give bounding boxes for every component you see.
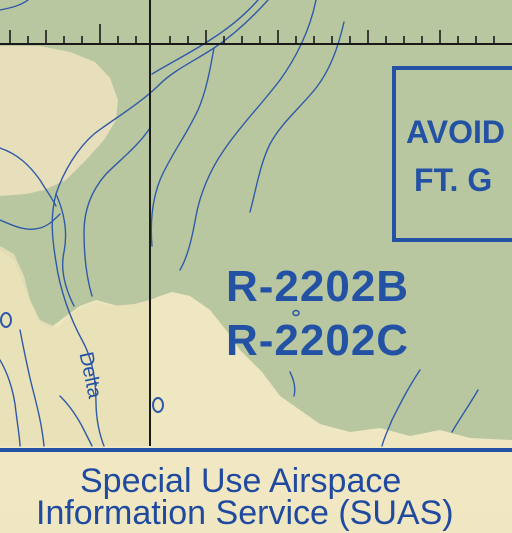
banner-title: Special Use Airspace [80, 462, 402, 500]
banner-subtitle: Information Service (SUAS) [36, 494, 454, 532]
left-edge-pond [0, 312, 12, 328]
rivers [0, 0, 479, 447]
small-pond [292, 309, 300, 317]
lowland-patch [0, 46, 118, 196]
avoid-notice-box [392, 66, 512, 242]
avoid-notice-line1: AVOID [406, 114, 505, 150]
restricted-area-label-c: R-2202C [226, 316, 410, 365]
avoid-notice-line2: FT. G [414, 162, 493, 198]
small-lake [152, 397, 164, 413]
valley-area [0, 246, 150, 446]
latitude-tick-line [0, 24, 512, 45]
banner-background [0, 452, 512, 512]
restricted-area-label-b: R-2202B [226, 262, 410, 311]
chart-map [0, 0, 512, 512]
